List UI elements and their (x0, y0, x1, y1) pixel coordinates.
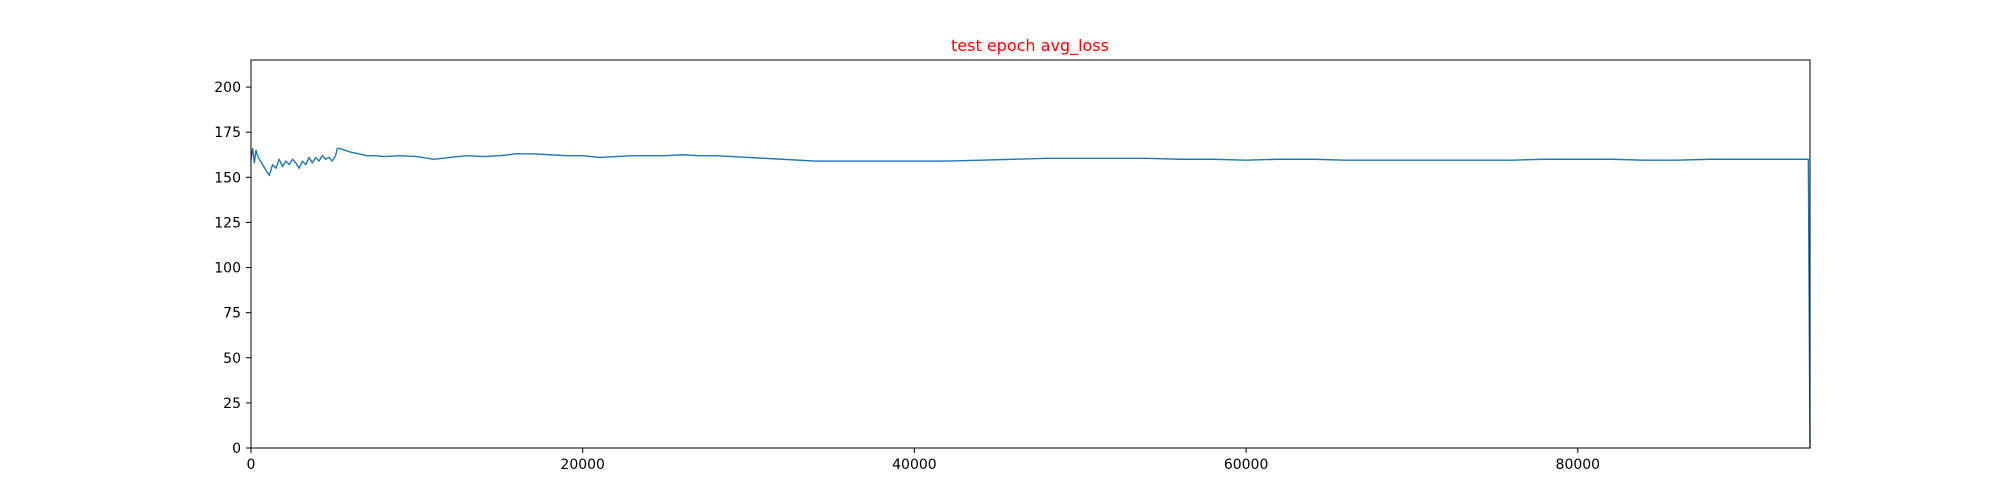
x-tick-label: 60000 (1224, 457, 1269, 473)
x-axis: 0 20000 40000 60000 80000 (247, 448, 1601, 473)
y-tick-label: 175 (214, 125, 241, 141)
x-tick-label: 40000 (892, 457, 937, 473)
y-tick-label: 50 (223, 351, 241, 367)
y-tick-label: 200 (214, 80, 241, 96)
x-tick-label: 20000 (560, 457, 605, 473)
y-axis: 0 25 50 75 100 125 150 175 200 (214, 80, 251, 457)
series-line (250, 147, 1811, 449)
y-tick-label: 25 (223, 396, 241, 412)
y-tick-label: 100 (214, 261, 241, 277)
y-tick-label: 75 (223, 306, 241, 322)
y-tick-label: 125 (214, 215, 241, 231)
chart-title: test epoch avg_loss (951, 36, 1109, 56)
x-tick-label: 0 (247, 457, 256, 473)
y-tick-label: 0 (232, 441, 241, 457)
plot-frame (250, 59, 1811, 449)
x-tick-label: 80000 (1556, 457, 1601, 473)
y-tick-label: 150 (214, 170, 241, 186)
